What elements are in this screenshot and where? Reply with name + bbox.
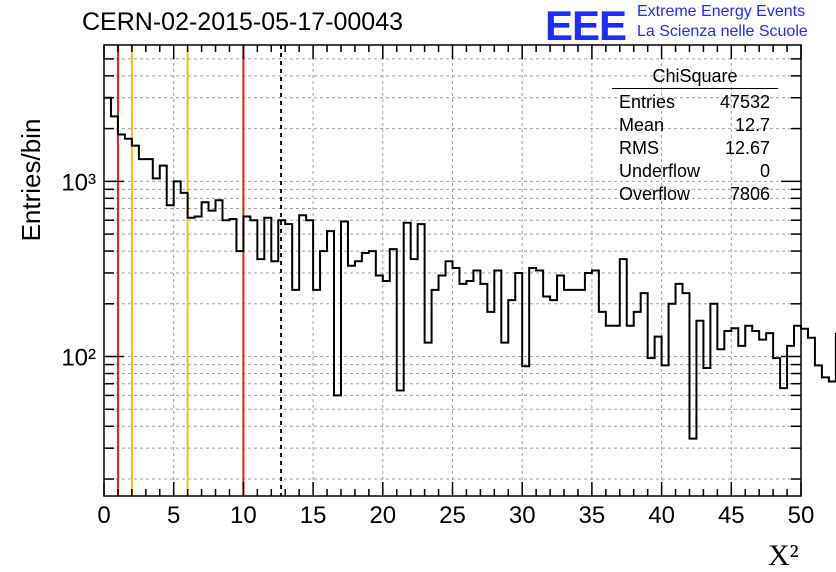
x-tick-label: 0	[97, 502, 110, 529]
logo-line-1: Extreme Energy Events	[637, 3, 806, 20]
stats-label: Mean	[619, 115, 665, 135]
histogram-series	[104, 96, 836, 440]
x-tick-label: 45	[718, 502, 745, 529]
stats-value: 7806	[729, 184, 770, 204]
x-tick-label: 35	[579, 502, 606, 529]
y-tick-label: 10²	[61, 345, 96, 372]
marker-lines	[116, 45, 283, 496]
x-tick-label: 5	[167, 502, 180, 529]
stats-value: 0	[759, 161, 770, 181]
stats-label: Entries	[619, 92, 676, 112]
grid	[104, 45, 801, 496]
stats-label: RMS	[619, 138, 659, 158]
eee-logo: EEE	[545, 2, 627, 49]
y-tick-label: 10³	[61, 169, 96, 196]
x-tick-label: 50	[788, 502, 815, 529]
x-axis-title: X²	[768, 539, 799, 572]
stats-box: ChiSquare Entries 47532 Mean 12.7 RMS 12…	[612, 66, 778, 206]
stats-label: Overflow	[619, 184, 691, 204]
stats-value: 47532	[719, 92, 770, 112]
stats-row: Overflow 7806	[612, 183, 778, 206]
stats-row: Entries 47532	[612, 91, 778, 114]
x-tick-label: 20	[369, 502, 396, 529]
run-title: CERN-02-2015-05-17-00043	[82, 8, 404, 36]
stats-row: Mean 12.7	[612, 114, 778, 137]
tick-labels: 0 5 10 15 20 25 30 35 40 45 50 10² 10³	[61, 169, 814, 529]
stats-value: 12.7	[734, 115, 770, 135]
x-tick-label: 40	[648, 502, 675, 529]
axis-ticks	[103, 45, 802, 496]
stats-value: 12.67	[724, 138, 770, 158]
stats-row: Underflow 0	[612, 160, 778, 183]
stats-row: RMS 12.67	[612, 137, 778, 160]
logo-line-2: La Scienza nelle Scuole	[637, 23, 808, 40]
x-tick-label: 25	[439, 502, 466, 529]
x-tick-label: 30	[509, 502, 536, 529]
y-axis-title: Entries/bin	[16, 119, 46, 242]
x-tick-label: 15	[300, 502, 327, 529]
stats-title: ChiSquare	[612, 66, 778, 89]
x-tick-label: 10	[230, 502, 257, 529]
stats-label: Underflow	[619, 161, 701, 181]
